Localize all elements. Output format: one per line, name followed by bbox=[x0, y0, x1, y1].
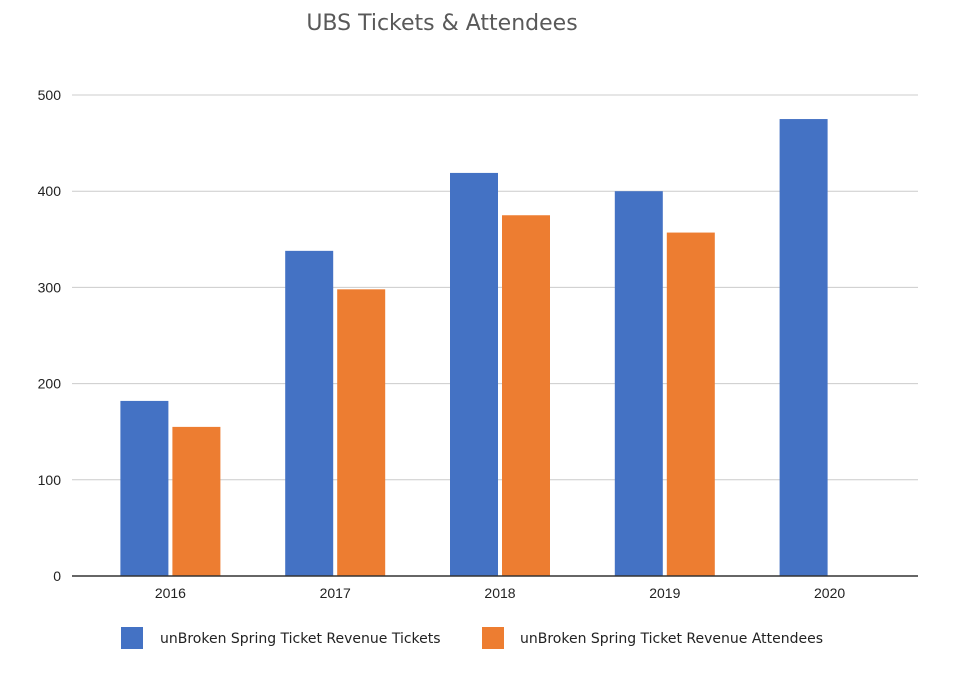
x-axis-ticks: 2016 2017 2018 2019 2020 bbox=[155, 585, 846, 601]
y-axis-ticks: 0 100 200 300 400 500 bbox=[38, 87, 62, 584]
y-tick-label: 500 bbox=[38, 87, 62, 103]
legend-swatch bbox=[121, 627, 143, 649]
bar-2019-series-1 bbox=[614, 191, 663, 576]
bar-2018-series-1 bbox=[450, 172, 498, 576]
bar-2017-series-1 bbox=[285, 250, 334, 576]
bar-2018-series-2 bbox=[502, 215, 550, 576]
bar-2016-series-1 bbox=[120, 400, 169, 576]
legend: unBroken Spring Ticket Revenue Tickets un… bbox=[121, 627, 823, 649]
bar-2019-series-2 bbox=[666, 232, 715, 577]
x-tick-label: 2016 bbox=[155, 585, 186, 601]
y-tick-label: 400 bbox=[38, 183, 62, 199]
legend-label: unBroken Spring Ticket Revenue Tickets bbox=[160, 631, 441, 647]
x-tick-label: 2018 bbox=[484, 585, 515, 601]
bars bbox=[120, 119, 828, 577]
legend-label: unBroken Spring Ticket Revenue Attendees bbox=[520, 631, 823, 647]
legend-swatch bbox=[482, 627, 504, 649]
x-tick-label: 2019 bbox=[649, 585, 680, 601]
x-tick-label: 2017 bbox=[320, 585, 351, 601]
y-tick-label: 0 bbox=[53, 568, 61, 584]
bar-2020-series-1 bbox=[779, 119, 828, 577]
bar-2017-series-2 bbox=[337, 289, 386, 576]
y-tick-label: 200 bbox=[38, 376, 62, 392]
bar-2016-series-2 bbox=[172, 426, 221, 576]
x-tick-label: 2020 bbox=[814, 585, 845, 601]
y-tick-label: 100 bbox=[38, 472, 62, 488]
chart-title: UBS Tickets & Attendees bbox=[306, 11, 577, 36]
y-tick-label: 300 bbox=[38, 279, 62, 295]
